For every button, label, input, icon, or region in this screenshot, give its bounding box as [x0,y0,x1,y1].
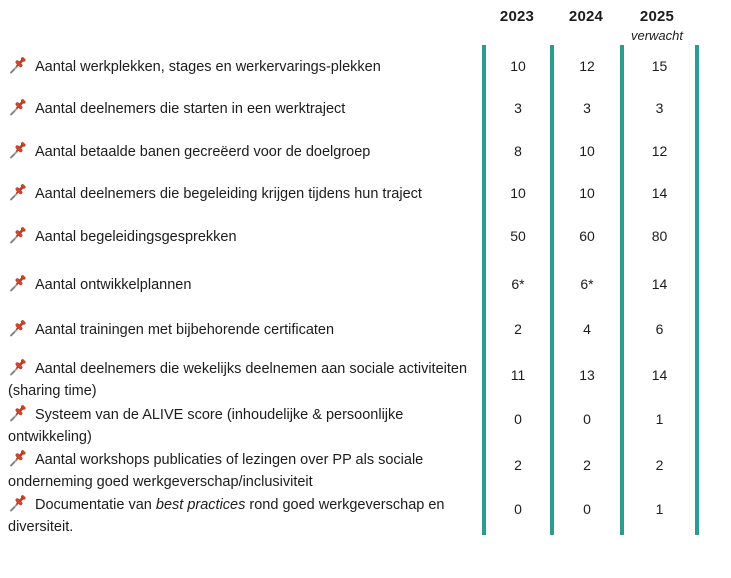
row-label: Documentatie van best practices rond goe… [8,494,474,538]
row-label-text: Aantal werkplekken, stages en werkervari… [35,59,381,75]
row-label: Aantal begeleidingsgesprekken [8,226,474,248]
row-label: Aantal deelnemers die begeleiding krijge… [8,183,474,205]
expected-sublabel: verwacht [630,28,684,43]
column-header-2024: 2024 [568,8,604,25]
value-2025: 3 [655,100,664,116]
value-2025: 15 [651,58,668,74]
pushpin-icon [10,226,28,244]
value-2025: 6 [655,321,664,337]
pushpin-icon [10,319,28,337]
row-label: Aantal betaalde banen gecreëerd voor de … [8,141,474,163]
row-label-text: Aantal betaalde banen gecreëerd voor de … [35,144,371,160]
value-2023: 10 [510,58,526,74]
value-2023: 50 [510,228,526,244]
row-label: Aantal workshops publicaties of lezingen… [8,449,474,493]
row-label-text: Systeem van de ALIVE score (inhoudelijke… [8,407,404,445]
pushpin-icon [10,449,28,467]
value-2023: 2 [514,457,522,473]
value-2025: 2 [655,457,664,473]
pushpin-icon [10,141,28,159]
row-label-text: Aantal trainingen met bijbehorende certi… [35,322,335,338]
column-divider [620,45,624,535]
value-2024: 10 [579,185,595,201]
value-2024: 6* [580,276,594,292]
value-2025: 1 [655,501,664,517]
row-label-text: Aantal deelnemers die wekelijks deelneme… [8,361,468,399]
value-2023: 0 [514,411,522,427]
row-label-text: Documentatie van [35,497,156,513]
row-label: Aantal deelnemers die starten in een wer… [8,98,474,120]
row-label: Aantal deelnemers die wekelijks deelneme… [8,358,474,402]
value-2025: 1 [655,411,664,427]
pushpin-icon [10,274,28,292]
row-label: Systeem van de ALIVE score (inhoudelijke… [8,404,474,448]
value-2024: 2 [583,457,591,473]
pushpin-icon [10,404,28,422]
value-2024: 0 [583,501,591,517]
value-2025: 14 [651,276,668,292]
value-2024: 0 [583,411,591,427]
pushpin-icon [10,56,28,74]
value-2024: 13 [579,367,595,383]
value-2023: 11 [510,367,526,383]
pushpin-icon [10,358,28,376]
row-label-text: Aantal begeleidingsgesprekken [35,229,237,245]
row-label-text: Aantal ontwikkelplannen [35,277,192,293]
value-2023: 10 [510,185,526,201]
row-label: Aantal werkplekken, stages en werkervari… [8,56,474,78]
value-2025: 80 [651,228,668,244]
value-2025: 14 [651,185,668,201]
column-divider [695,45,699,535]
value-2024: 3 [583,100,591,116]
pushpin-icon [10,98,28,116]
value-2024: 10 [579,143,595,159]
value-2024: 60 [579,228,595,244]
column-divider [482,45,486,535]
value-2023: 2 [514,321,522,337]
row-label-text: rond goed werkgeverschap en diversiteit. [8,497,445,535]
value-2024: 12 [579,58,595,74]
row-label-italic-text: best practices [155,497,246,513]
value-2023: 3 [514,100,522,116]
row-label-text: Aantal deelnemers die starten in een wer… [35,101,346,117]
column-header-2025: 2025 [639,8,675,25]
value-2025: 14 [651,367,668,383]
value-2025: 12 [651,143,668,159]
column-divider [550,45,554,535]
row-label-text: Aantal workshops publicaties of lezingen… [8,452,424,490]
value-2024: 4 [583,321,591,337]
value-2023: 6* [511,276,525,292]
value-2023: 0 [514,501,522,517]
row-label: Aantal ontwikkelplannen [8,274,474,296]
pushpin-icon [10,494,28,512]
column-header-2023: 2023 [499,8,535,25]
row-label-text: Aantal deelnemers die begeleiding krijge… [35,186,422,202]
row-label: Aantal trainingen met bijbehorende certi… [8,319,474,341]
pushpin-icon [10,183,28,201]
value-2023: 8 [514,143,522,159]
